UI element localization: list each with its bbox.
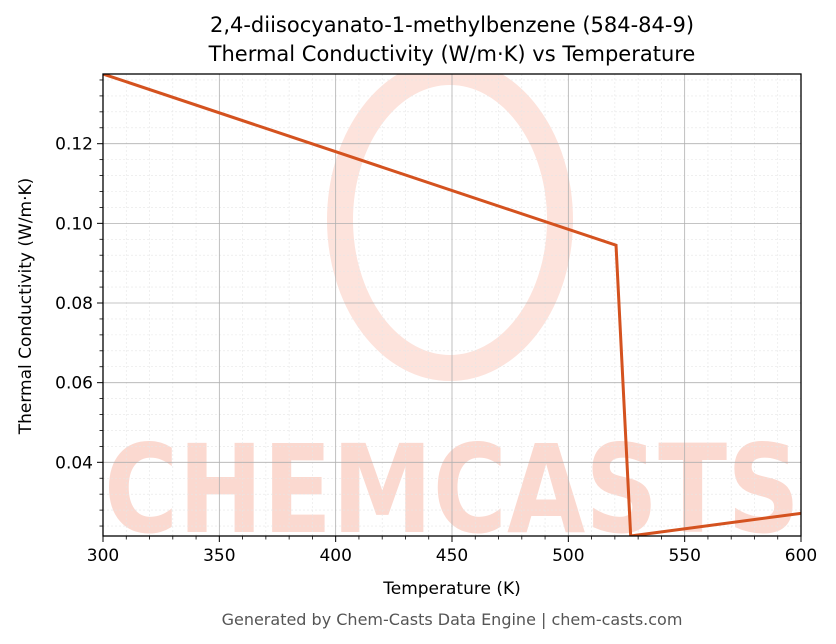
x-tick-label: 300 [87, 546, 119, 566]
watermark-ring [327, 74, 573, 381]
chart-subtitle: Thermal Conductivity (W/m·K) vs Temperat… [208, 42, 696, 66]
x-tick-label: 350 [203, 546, 235, 566]
y-tick-label: 0.10 [55, 214, 93, 234]
grid-major [103, 74, 801, 536]
y-tick-label: 0.12 [55, 135, 93, 155]
x-tick-label: 550 [668, 546, 700, 566]
x-axis-label: Temperature (K) [382, 579, 521, 599]
x-tick-label: 450 [436, 546, 468, 566]
y-axis: 0.04 0.06 0.08 0.10 0.12 [55, 79, 103, 527]
y-tick-label: 0.04 [55, 453, 93, 473]
chart-title: 2,4-diisocyanato-1-methylbenzene (584-84… [210, 13, 694, 37]
x-axis: 300 350 400 450 500 550 600 [87, 536, 817, 566]
series-line [103, 74, 801, 536]
y-axis-label: Thermal Conductivity (W/m·K) [16, 178, 36, 436]
x-tick-label: 400 [319, 546, 351, 566]
x-tick-label: 500 [552, 546, 584, 566]
y-tick-label: 0.08 [55, 294, 93, 314]
footer-credit: Generated by Chem-Casts Data Engine | ch… [222, 610, 683, 629]
y-tick-label: 0.06 [55, 374, 93, 394]
x-tick-label: 600 [785, 546, 817, 566]
